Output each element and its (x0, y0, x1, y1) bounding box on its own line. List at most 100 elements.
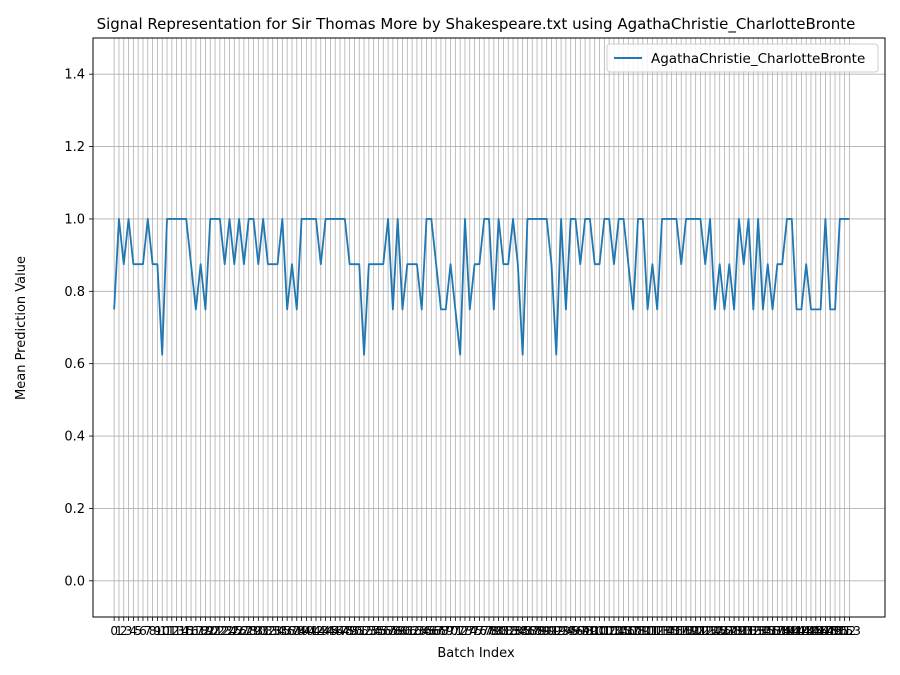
x-tick-label: 23 (217, 624, 232, 638)
y-tick-label: 0.0 (64, 574, 85, 589)
x-tick-label: 99 (582, 624, 597, 638)
x-tick-label: 80 (491, 624, 506, 638)
plot-frame (92, 37, 886, 618)
x-tick-label: 66 (424, 624, 439, 638)
x-tick-label: 97 (573, 624, 588, 638)
x-tick-label: 142 (785, 624, 808, 638)
x-tick-label: 45 (323, 624, 338, 638)
x-tick-label: 105 (607, 624, 630, 638)
x-tick-label: 138 (766, 624, 789, 638)
x-tick-label: 46 (328, 624, 343, 638)
x-tick-label: 65 (419, 624, 434, 638)
x-tick-label: 110 (631, 624, 654, 638)
x-tick-label: 73 (457, 624, 472, 638)
x-tick-label: 96 (568, 624, 583, 638)
x-tick-label: 125 (703, 624, 726, 638)
x-tick-label: 51 (352, 624, 367, 638)
x-tick-label: 151 (828, 624, 851, 638)
series-layer (113, 218, 850, 356)
x-tick-label: 57 (380, 624, 395, 638)
x-tick-label: 89 (534, 624, 549, 638)
x-tick-label: 90 (539, 624, 554, 638)
x-tick-label: 141 (780, 624, 803, 638)
x-tick-label: 123 (694, 624, 717, 638)
x-tick-label: 42 (308, 624, 323, 638)
y-tick-label: 1.0 (64, 212, 85, 227)
y-tick-label: 1.4 (64, 68, 85, 83)
x-tick-label: 64 (414, 624, 429, 638)
x-tick-label: 25 (227, 624, 242, 638)
x-tick-label: 113 (646, 624, 669, 638)
x-tick-label: 102 (593, 624, 616, 638)
x-tick-label: 4 (130, 624, 138, 638)
x-tick-label: 0 (110, 624, 118, 638)
x-tick-label: 116 (660, 624, 683, 638)
x-tick-label: 93 (553, 624, 568, 638)
x-tick-label: 2 (120, 624, 128, 638)
x-tick-label: 95 (563, 624, 578, 638)
x-tick-label: 150 (824, 624, 847, 638)
x-tick-label: 94 (558, 624, 573, 638)
x-tick-label: 129 (723, 624, 746, 638)
x-tick-label: 147 (809, 624, 832, 638)
x-tick-label: 68 (433, 624, 448, 638)
x-tick-label: 83 (505, 624, 520, 638)
x-tick-label: 35 (275, 624, 290, 638)
x-tick-label: 75 (467, 624, 482, 638)
x-tick-label: 91 (544, 624, 559, 638)
x-tick-label: 103 (598, 624, 621, 638)
x-tick-label: 111 (636, 624, 659, 638)
x-tick-label: 71 (448, 624, 463, 638)
x-tick-label: 82 (501, 624, 516, 638)
x-tick-label: 100 (583, 624, 606, 638)
x-tick-label: 107 (617, 624, 640, 638)
x-tick-label: 135 (751, 624, 774, 638)
x-tick-label: 146 (804, 624, 827, 638)
x-tick-label: 26 (231, 624, 246, 638)
y-tick-label: 0.8 (64, 285, 85, 300)
x-tick-label: 139 (771, 624, 794, 638)
x-tick-label: 131 (732, 624, 755, 638)
x-tick-label: 37 (284, 624, 299, 638)
x-tick-label: 122 (689, 624, 712, 638)
x-tick-label: 41 (304, 624, 319, 638)
chart-title: Signal Representation for Sir Thomas Mor… (97, 15, 856, 34)
x-tick-label: 10 (155, 624, 170, 638)
x-tick-label: 148 (814, 624, 837, 638)
x-tick-label: 50 (347, 624, 362, 638)
x-tick-label: 81 (496, 624, 511, 638)
x-tick-label: 18 (193, 624, 208, 638)
x-tick-label: 60 (395, 624, 410, 638)
x-tick-label: 92 (549, 624, 564, 638)
x-tick-label: 74 (462, 624, 477, 638)
x-tick-label: 17 (188, 624, 203, 638)
y-tick-label: 0.4 (64, 430, 85, 445)
x-tick-label: 104 (602, 624, 625, 638)
x-tick-label: 144 (795, 624, 818, 638)
x-tick-label: 67 (428, 624, 443, 638)
x-tick-label: 44 (318, 624, 333, 638)
x-tick-label: 24 (222, 624, 237, 638)
x-tick-label: 87 (525, 624, 540, 638)
x-tick-label: 13 (169, 624, 184, 638)
x-tick-label: 15 (179, 624, 194, 638)
x-tick-label: 118 (670, 624, 693, 638)
x-tick-label: 136 (756, 624, 779, 638)
y-tick-label: 1.2 (64, 140, 85, 155)
x-tick-label: 133 (742, 624, 765, 638)
legend: AgathaChristie_CharlotteBronte (606, 43, 879, 73)
x-tick-label: 121 (684, 624, 707, 638)
x-tick-label: 53 (361, 624, 376, 638)
x-tick-label: 153 (838, 624, 861, 638)
x-tick-label: 128 (718, 624, 741, 638)
x-tick-label: 149 (819, 624, 842, 638)
x-tick-label: 12 (164, 624, 179, 638)
x-tick-label: 127 (713, 624, 736, 638)
x-tick-label: 36 (280, 624, 295, 638)
x-tick-label: 5 (134, 624, 142, 638)
x-tick-label: 27 (236, 624, 251, 638)
x-tick-label: 8 (149, 624, 157, 638)
x-tick-label: 20 (203, 624, 218, 638)
x-tick-label: 11 (159, 624, 174, 638)
